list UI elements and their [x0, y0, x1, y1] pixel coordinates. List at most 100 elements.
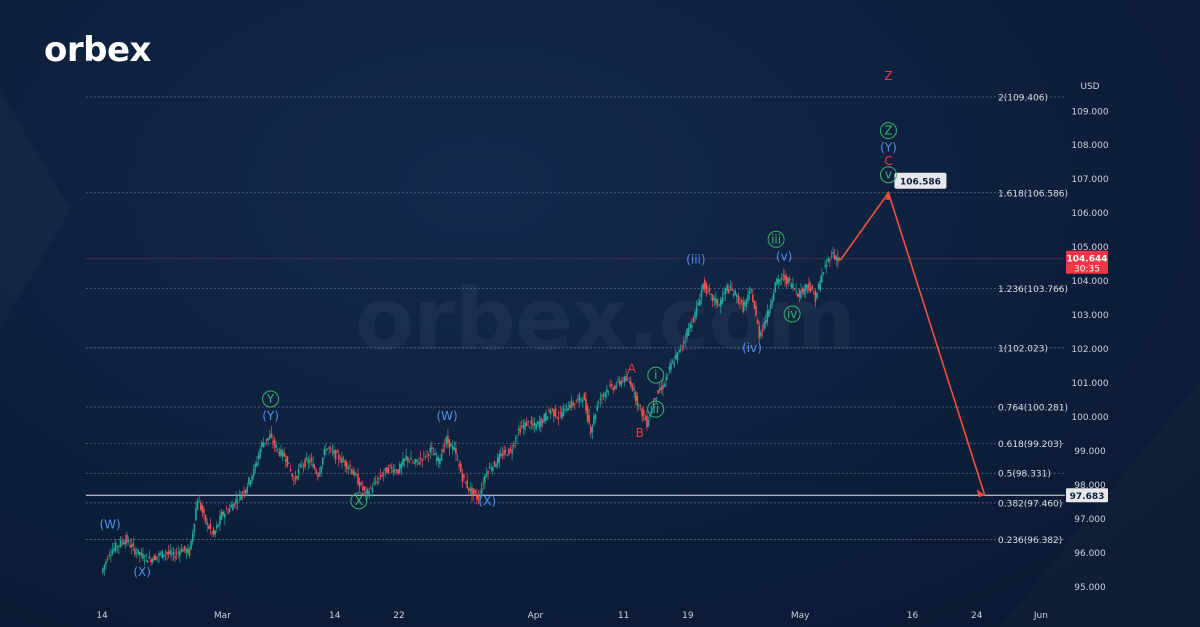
- candle-body: [806, 285, 809, 288]
- candle-body: [183, 545, 186, 551]
- fib-label-7: 0.382(97.460): [998, 499, 1062, 509]
- price-tick-6: 103.000: [1071, 311, 1108, 321]
- candle-body: [459, 463, 462, 473]
- candle-body: [785, 276, 788, 284]
- candle-body: [735, 294, 738, 297]
- candle-body: [511, 449, 513, 454]
- candle-body: [384, 467, 387, 471]
- candle-body: [355, 474, 358, 476]
- candle-body: [397, 469, 399, 474]
- candle-body: [678, 349, 680, 352]
- candle-body: [649, 414, 651, 417]
- candle-body: [386, 467, 388, 473]
- candle-body: [299, 464, 302, 467]
- fib-label-0: 2(109.406): [998, 93, 1048, 103]
- current-price-tag: [1066, 250, 1108, 274]
- candle-body: [204, 514, 207, 523]
- candle-body: [325, 450, 327, 452]
- candle-body: [440, 453, 443, 461]
- candle-body: [771, 300, 773, 306]
- candle-body: [182, 549, 184, 552]
- projection-path: 106.586: [839, 172, 986, 498]
- candle-body: [718, 304, 720, 306]
- candle-body: [705, 283, 708, 294]
- candle-body: [167, 551, 170, 554]
- candle-body: [464, 482, 467, 484]
- candle-body: [249, 480, 252, 485]
- candle-body: [798, 290, 801, 298]
- candle-body: [138, 552, 141, 555]
- candle-body: [716, 299, 719, 306]
- candle-body: [686, 329, 688, 338]
- candle-body: [768, 310, 770, 317]
- candle-body: [633, 388, 635, 391]
- candle-body: [174, 556, 176, 559]
- candle-body: [569, 404, 571, 408]
- candle-body: [294, 477, 297, 480]
- candle-body: [406, 457, 409, 462]
- candle-body: [424, 456, 427, 458]
- candle-body: [500, 453, 502, 457]
- candle-body: [126, 534, 128, 543]
- candle-body: [509, 448, 512, 450]
- candle-body: [105, 561, 107, 564]
- candle-body: [609, 385, 611, 387]
- candle-body: [285, 459, 287, 462]
- x-tick-7: May: [791, 611, 810, 621]
- candle-body: [612, 388, 615, 390]
- candle-body: [626, 378, 629, 380]
- candle-body: [251, 475, 253, 481]
- candle-body: [232, 504, 234, 511]
- candle-body: [283, 453, 286, 457]
- candle-body: [750, 289, 753, 291]
- candle-body: [273, 439, 276, 446]
- candle-body: [729, 285, 732, 288]
- price-tick-1: 108.000: [1071, 141, 1108, 151]
- candle-body: [248, 477, 250, 485]
- candle-body: [199, 502, 202, 510]
- candle-body: [227, 511, 229, 513]
- candle-body: [723, 292, 725, 295]
- candle-body: [392, 470, 395, 473]
- x-tick-3: 22: [393, 611, 404, 621]
- x-tick-4: Apr: [528, 611, 544, 621]
- candle-body: [588, 415, 590, 424]
- candle-body: [243, 491, 245, 493]
- candle-body: [708, 289, 711, 292]
- candle-body: [150, 559, 152, 563]
- x-tick-9: 24: [971, 611, 983, 621]
- candle-body: [350, 469, 353, 474]
- candle-body: [684, 339, 687, 341]
- candle-body: [451, 446, 454, 450]
- current-price-label: 104.644: [1067, 254, 1108, 264]
- candle-body: [118, 545, 120, 547]
- candle-body: [148, 556, 151, 559]
- candle-body: [469, 488, 472, 491]
- candle-body: [362, 486, 364, 490]
- candle-body: [713, 298, 716, 301]
- candle-body: [691, 325, 693, 328]
- candle-body: [492, 466, 494, 471]
- candle-body: [498, 454, 501, 463]
- candle-body: [668, 366, 671, 371]
- candle-body: [320, 466, 322, 473]
- candle-body: [472, 488, 475, 495]
- candle-body: [185, 549, 188, 554]
- candle-body: [145, 554, 147, 556]
- candle-body: [671, 360, 674, 364]
- candle-body: [331, 450, 334, 452]
- candle-body: [257, 455, 260, 460]
- candle-body: [586, 406, 589, 421]
- wave-label-8: i: [654, 368, 657, 382]
- candle-body: [655, 397, 658, 399]
- candle-body: [554, 408, 557, 417]
- candle-body: [504, 450, 507, 452]
- wave-label-7: A: [628, 361, 637, 375]
- candle-body: [792, 283, 794, 289]
- candle-body: [256, 462, 258, 466]
- candle-body: [166, 552, 168, 554]
- candle-body: [272, 441, 274, 444]
- price-tick-12: 97.000: [1074, 515, 1106, 525]
- candle-body: [129, 544, 131, 548]
- candle-body: [780, 277, 783, 280]
